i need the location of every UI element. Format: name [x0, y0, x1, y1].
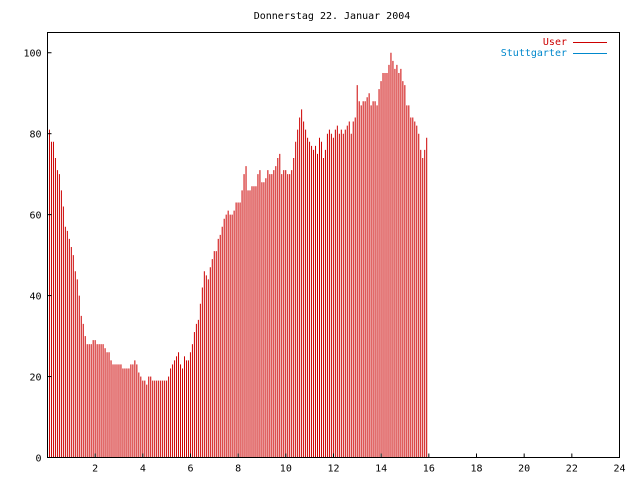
x-axis: 2 4 6 8 10 12 14 16 18 20 22 24 [92, 453, 626, 475]
x-tick-label: 24 [613, 464, 625, 475]
y-axis: 0 20 40 60 80 100 [23, 49, 52, 465]
bar-group [48, 52, 428, 458]
y-tick-label: 40 [29, 292, 41, 303]
chart-title: Donnerstag 22. Januar 2004 [254, 11, 411, 22]
y-tick-label: 60 [29, 211, 41, 222]
x-tick-label: 10 [280, 464, 292, 475]
x-tick-label: 12 [327, 464, 339, 475]
y-tick-label: 20 [29, 373, 41, 384]
legend: User Stuttgarter [501, 37, 607, 59]
y-tick-label: 0 [35, 454, 41, 465]
x-tick-label: 16 [423, 464, 435, 475]
x-tick-label: 18 [470, 464, 482, 475]
legend-label-stuttgarter: Stuttgarter [501, 48, 567, 59]
x-tick-label: 14 [375, 464, 387, 475]
y-tick-label: 100 [23, 49, 41, 60]
x-tick-label: 20 [518, 464, 530, 475]
legend-label-user: User [543, 37, 567, 48]
x-tick-label: 8 [235, 464, 241, 475]
x-tick-label: 4 [140, 464, 146, 475]
y-tick-label: 80 [29, 130, 41, 141]
x-tick-label: 22 [566, 464, 578, 475]
x-tick-label: 2 [92, 464, 98, 475]
x-tick-label: 6 [187, 464, 193, 475]
